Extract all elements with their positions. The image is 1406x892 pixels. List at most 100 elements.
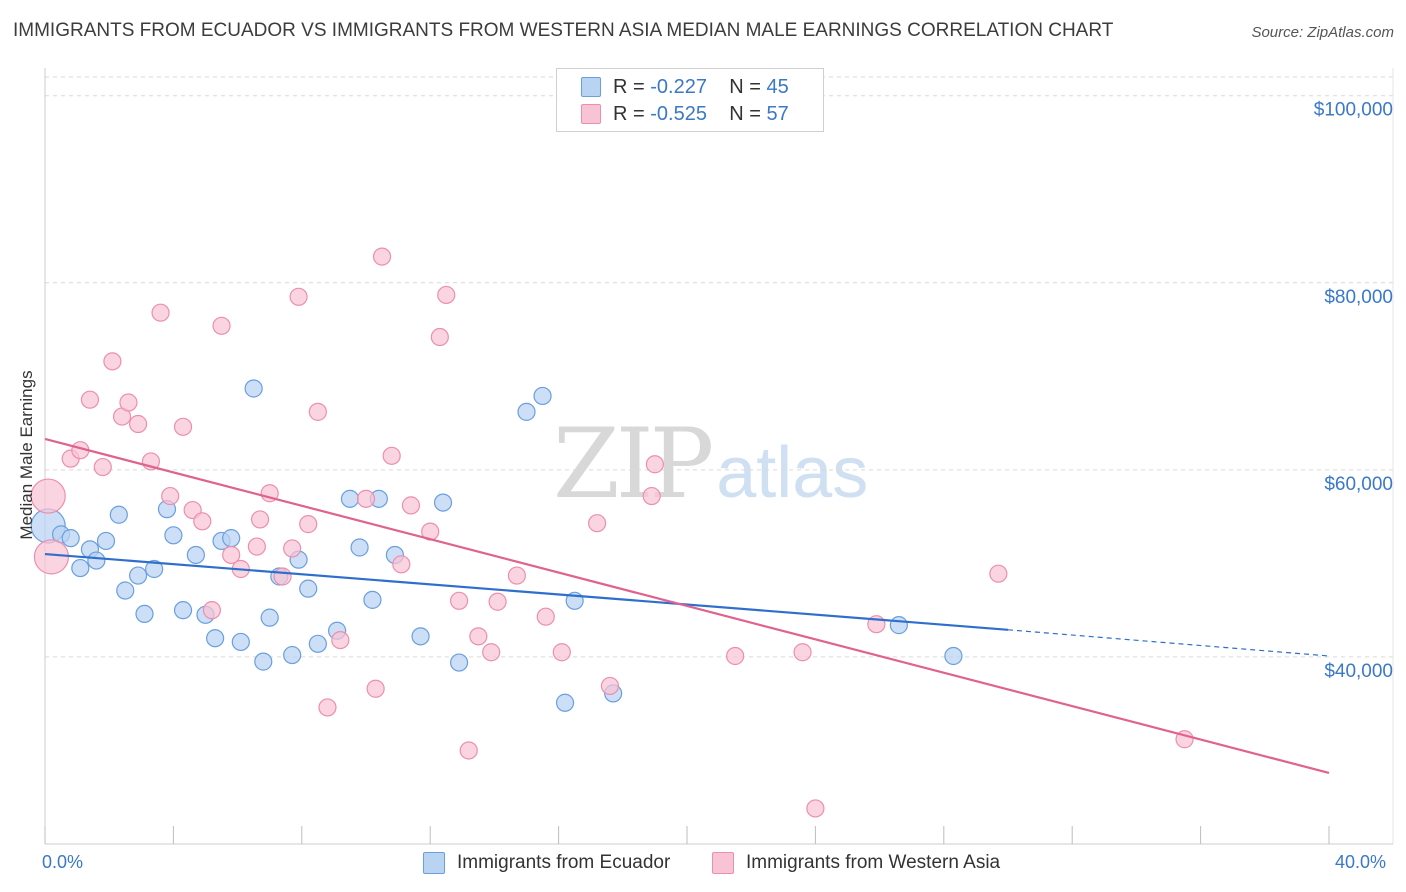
western-asia-point: [173, 417, 193, 436]
bottom-legend-swatch-ecuador: [423, 852, 445, 874]
western-asia-point: [488, 592, 507, 611]
western-asia-point: [469, 627, 488, 646]
watermark: ZIPatlas: [553, 408, 868, 520]
western-asia-point: [437, 285, 456, 305]
bottom-legend-label-ecuador: Immigrants from Ecuador: [457, 852, 671, 873]
western-asia-point: [308, 402, 327, 421]
western-asia-point: [989, 564, 1008, 583]
ecuador-point: [944, 646, 963, 666]
western-asia-point: [536, 607, 555, 626]
ecuador-point: [173, 601, 193, 620]
western-asia-point: [119, 393, 138, 412]
legend-r-value-ecuador: -0.227: [650, 75, 707, 98]
bottom-legend-swatch-western-asia: [712, 852, 734, 874]
legend-n-label: N =: [729, 102, 767, 125]
ecuador-point: [254, 652, 273, 671]
western-asia-point: [289, 287, 308, 306]
western-asia-point: [645, 455, 665, 474]
western-asia-point: [212, 316, 231, 335]
y-axis-label: Median Male Earnings: [17, 370, 36, 540]
western-asia-point: [401, 496, 421, 515]
legend-row-western-asia: R = -0.525 N = 57: [581, 101, 789, 127]
chart-title: IMMIGRANTS FROM ECUADOR VS IMMIGRANTS FR…: [13, 20, 1114, 41]
western-asia-point: [507, 566, 526, 585]
western-asia-point: [151, 303, 170, 322]
y-tick-label: $80,000: [1324, 287, 1393, 308]
ecuador-point: [517, 402, 536, 421]
western-asia-point: [372, 247, 392, 266]
ecuador-point: [363, 590, 382, 609]
ecuador-point: [283, 645, 302, 665]
x-tick-min: 0.0%: [42, 852, 84, 872]
ecuador-point: [533, 386, 552, 406]
source-credit: Source: ZipAtlas.com: [1251, 24, 1394, 41]
western-asia-point: [793, 643, 812, 662]
legend-swatch-western-asia: [581, 104, 601, 124]
ecuador-point: [87, 551, 106, 570]
ecuador-point: [555, 693, 575, 712]
ecuador-trend-line: [44, 552, 1009, 631]
western-asia-point: [222, 545, 241, 565]
legend-swatch-ecuador: [581, 77, 601, 97]
western-asia-point: [806, 799, 825, 818]
ecuador-point: [96, 531, 116, 551]
western-asia-point: [273, 567, 292, 586]
ecuador-point: [116, 581, 135, 600]
western-asia-point: [283, 539, 302, 558]
ecuador-point: [109, 505, 128, 524]
legend-n-label: N =: [729, 75, 767, 98]
ecuador-point: [145, 559, 164, 579]
legend-n-value-ecuador: 45: [766, 75, 789, 98]
western-asia-point: [366, 679, 385, 698]
western-asia-point: [552, 643, 571, 662]
ecuador-point: [164, 526, 183, 545]
western-asia-point: [331, 630, 350, 650]
ecuador-point: [449, 653, 469, 672]
western-asia-point: [33, 539, 70, 575]
ecuador-point: [299, 579, 318, 598]
y-tick-label: $40,000: [1324, 661, 1393, 682]
bottom-legend-western-asia: Immigrants from Western Asia: [712, 852, 1000, 874]
western-asia-trend-line: [44, 437, 1330, 774]
ecuador-point: [135, 604, 154, 624]
western-asia-point: [588, 514, 607, 533]
x-tick-max: 40.0%: [1335, 852, 1387, 872]
correlation-legend: R = -0.227 N = 45 R = -0.525 N = 57: [556, 68, 824, 132]
ecuador-point: [340, 489, 360, 508]
ecuador-point: [244, 379, 263, 398]
legend-row-ecuador: R = -0.227 N = 45: [581, 74, 789, 100]
ecuador-point: [260, 608, 279, 627]
watermark-atlas: atlas: [716, 433, 869, 513]
legend-r-value-western-asia: -0.525: [650, 102, 707, 125]
western-asia-point: [193, 512, 212, 531]
ecuador-point: [411, 627, 430, 646]
western-asia-point: [247, 537, 266, 556]
ecuador-point: [206, 629, 225, 648]
legend-r-label: R =: [613, 102, 651, 125]
western-asia-point: [726, 646, 745, 666]
ecuador-point: [222, 529, 241, 548]
western-asia-point: [392, 555, 411, 574]
western-asia-point: [250, 510, 270, 529]
western-asia-point: [356, 489, 376, 508]
ecuador-point: [61, 529, 80, 548]
western-asia-point: [128, 414, 148, 434]
western-asia-point: [482, 643, 501, 662]
western-asia-point: [93, 457, 112, 477]
ecuador-point: [889, 616, 908, 635]
y-tick-label: $60,000: [1324, 474, 1393, 495]
ecuador-point: [128, 566, 148, 585]
ecuador-point: [350, 538, 369, 557]
western-asia-point: [80, 390, 100, 409]
bottom-legend-label-western-asia: Immigrants from Western Asia: [746, 852, 1001, 873]
western-asia-point: [459, 741, 478, 760]
legend-r-label: R =: [613, 75, 651, 98]
western-asia-point: [449, 591, 469, 610]
bottom-legend-ecuador: Immigrants from Ecuador: [423, 852, 670, 874]
watermark-zip: ZIP: [553, 408, 714, 520]
western-asia-point: [30, 478, 66, 514]
ecuador-point: [433, 493, 453, 512]
ecuador-point: [308, 634, 327, 653]
ecuador-point: [186, 545, 205, 565]
